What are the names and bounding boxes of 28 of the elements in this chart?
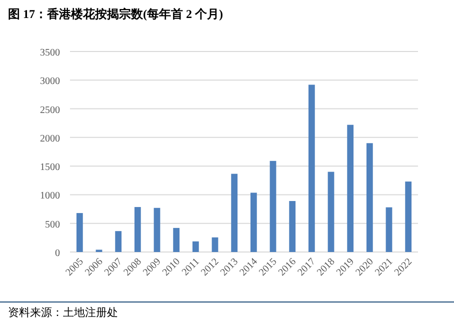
bar <box>386 207 392 252</box>
chart-title: 图 17：香港楼花按揭宗数(每年首 2 个月) <box>8 7 223 21</box>
bar <box>328 172 334 252</box>
bar <box>212 237 218 252</box>
y-tick-label: 3000 <box>40 76 60 88</box>
bar <box>76 213 83 252</box>
y-tick-label: 3500 <box>40 48 60 58</box>
bar <box>154 208 160 252</box>
bar <box>308 84 315 252</box>
bar <box>250 192 257 252</box>
y-tick-label: 500 <box>45 219 60 230</box>
bar <box>289 201 296 252</box>
bar <box>405 182 412 252</box>
bar <box>231 174 238 252</box>
text: 资料来源：土地注册处 <box>8 306 118 319</box>
x-tick-label: 2011 <box>180 256 202 278</box>
bar <box>134 207 141 252</box>
y-tick-label: 2000 <box>40 133 60 144</box>
bar <box>270 160 276 252</box>
y-tick-label: 2500 <box>40 104 60 116</box>
y-tick-label: 0 <box>55 248 60 259</box>
bar <box>366 143 373 252</box>
bar <box>115 231 122 252</box>
bar <box>347 124 354 252</box>
bar <box>173 228 180 252</box>
y-tick-label: 1500 <box>40 162 60 174</box>
bar <box>192 241 199 252</box>
y-tick-label: 1000 <box>40 190 60 202</box>
